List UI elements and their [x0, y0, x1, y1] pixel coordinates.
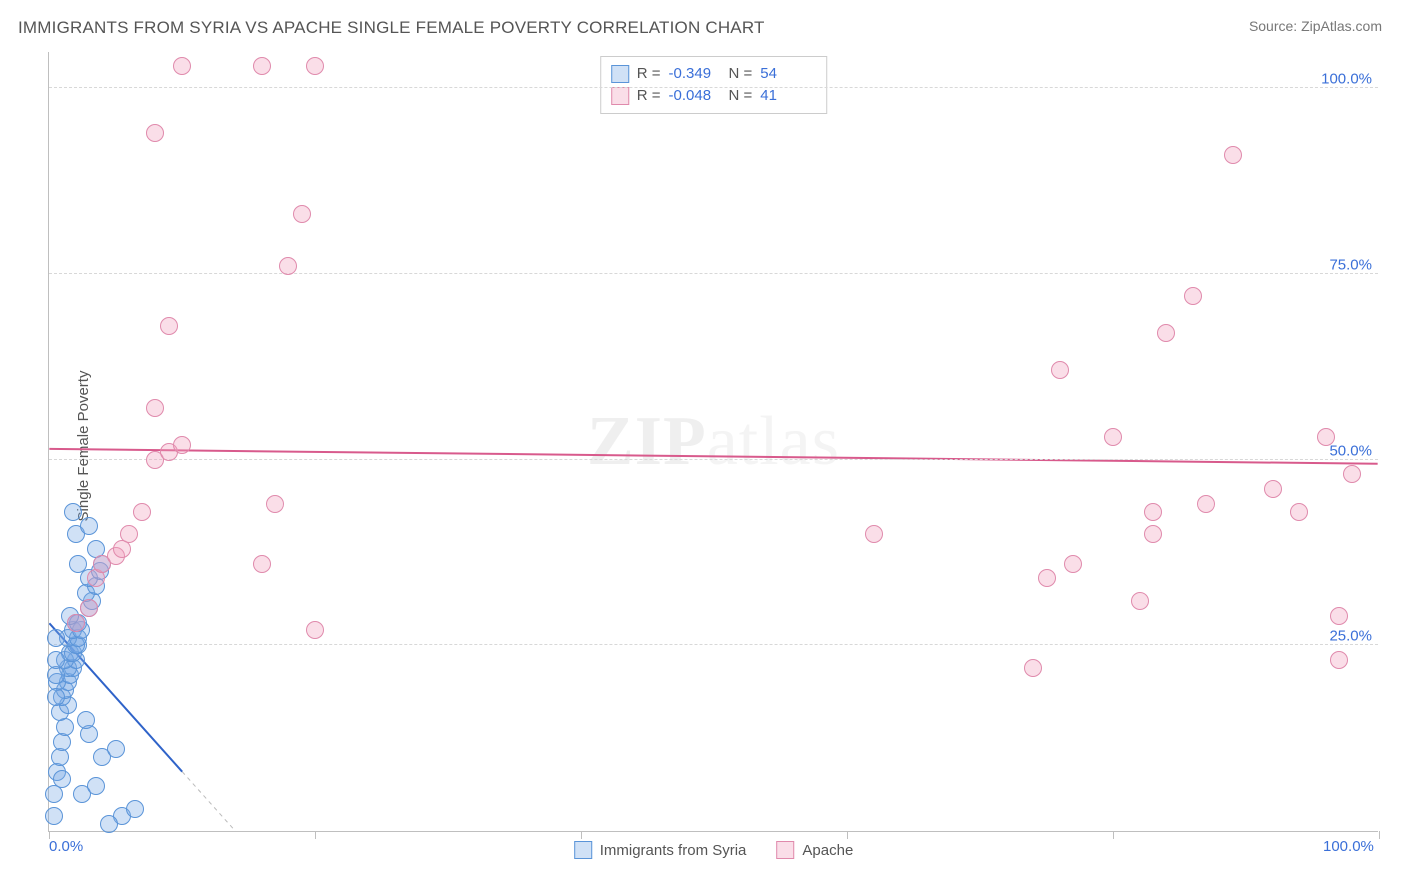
data-point [64, 503, 82, 521]
legend-row: R = -0.349 N = 54 [611, 63, 813, 85]
x-tick [315, 831, 316, 839]
source-attribution: Source: ZipAtlas.com [1249, 18, 1382, 34]
data-point [173, 57, 191, 75]
data-point [173, 436, 191, 454]
legend-r-value: -0.048 [669, 85, 721, 107]
data-point [1343, 465, 1361, 483]
legend-swatch-icon [611, 87, 629, 105]
correlation-legend: R = -0.349 N = 54 R = -0.048 N = 41 [600, 56, 828, 114]
legend-series-label: Apache [802, 842, 853, 859]
legend-n-value: 54 [760, 63, 812, 85]
data-point [306, 57, 324, 75]
gridline [49, 273, 1378, 274]
y-tick-label: 25.0% [1329, 628, 1372, 645]
legend-n-label: N = [729, 85, 753, 107]
x-tick [581, 831, 582, 839]
gridline [49, 644, 1378, 645]
data-point [1038, 569, 1056, 587]
data-point [1184, 287, 1202, 305]
legend-r-value: -0.349 [669, 63, 721, 85]
data-point [1144, 525, 1162, 543]
gridline [49, 459, 1378, 460]
legend-n-label: N = [729, 63, 753, 85]
watermark: ZIPatlas [587, 402, 840, 482]
data-point [1290, 503, 1308, 521]
data-point [1104, 428, 1122, 446]
legend-item: Apache [776, 841, 853, 859]
legend-row: R = -0.048 N = 41 [611, 85, 813, 107]
data-point [253, 57, 271, 75]
data-point [45, 807, 63, 825]
x-tick-label: 0.0% [49, 838, 83, 855]
data-point [1064, 555, 1082, 573]
data-point [133, 503, 151, 521]
legend-swatch-icon [776, 841, 794, 859]
data-point [306, 621, 324, 639]
legend-r-label: R = [637, 63, 661, 85]
data-point [69, 555, 87, 573]
data-point [293, 205, 311, 223]
data-point [47, 629, 65, 647]
chart-container: IMMIGRANTS FROM SYRIA VS APACHE SINGLE F… [0, 0, 1406, 892]
legend-swatch-icon [574, 841, 592, 859]
data-point [865, 525, 883, 543]
legend-series-label: Immigrants from Syria [600, 842, 747, 859]
x-tick-label: 100.0% [1323, 838, 1374, 855]
data-point [146, 124, 164, 142]
data-point [80, 599, 98, 617]
data-point [100, 815, 118, 833]
data-point [1317, 428, 1335, 446]
data-point [1051, 361, 1069, 379]
x-tick [1113, 831, 1114, 839]
data-point [53, 770, 71, 788]
data-point [1157, 324, 1175, 342]
data-point [1024, 659, 1042, 677]
y-tick-label: 50.0% [1329, 442, 1372, 459]
data-point [1144, 503, 1162, 521]
legend-n-value: 41 [760, 85, 812, 107]
y-tick-label: 75.0% [1329, 256, 1372, 273]
data-point [120, 525, 138, 543]
data-point [266, 495, 284, 513]
y-tick-label: 100.0% [1321, 71, 1372, 88]
data-point [107, 740, 125, 758]
data-point [146, 399, 164, 417]
trend-lines [49, 52, 1378, 831]
data-point [253, 555, 271, 573]
x-tick [1379, 831, 1380, 839]
plot-area: ZIPatlas R = -0.349 N = 54 R = -0.048 N … [48, 52, 1378, 832]
data-point [1131, 592, 1149, 610]
data-point [1224, 146, 1242, 164]
legend-r-label: R = [637, 85, 661, 107]
data-point [1197, 495, 1215, 513]
data-point [1330, 607, 1348, 625]
gridline [49, 87, 1378, 88]
data-point [77, 711, 95, 729]
chart-title: IMMIGRANTS FROM SYRIA VS APACHE SINGLE F… [18, 18, 765, 38]
x-tick [847, 831, 848, 839]
data-point [1264, 480, 1282, 498]
data-point [67, 614, 85, 632]
data-point [80, 517, 98, 535]
legend-item: Immigrants from Syria [574, 841, 747, 859]
data-point [87, 777, 105, 795]
data-point [1330, 651, 1348, 669]
data-point [126, 800, 144, 818]
data-point [47, 651, 65, 669]
series-legend: Immigrants from Syria Apache [574, 841, 854, 859]
legend-swatch-icon [611, 65, 629, 83]
data-point [47, 688, 65, 706]
data-point [279, 257, 297, 275]
data-point [160, 317, 178, 335]
